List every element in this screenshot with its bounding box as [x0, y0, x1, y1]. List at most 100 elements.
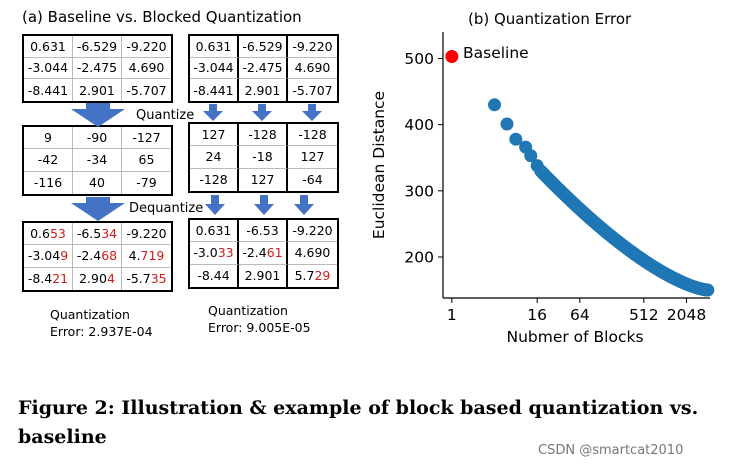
- cell-value-prefix: -6.5: [76, 226, 102, 242]
- blocked-dequantized-matrix: 0.631 -6.53 -9.220 -3.0 33 -2.4 61 4.690 -8.44 2.…: [188, 218, 339, 289]
- matrix-cell: -34: [73, 149, 122, 172]
- matrix-cell: -6.529: [73, 36, 122, 58]
- matrix-cell: 2.90 4: [73, 267, 122, 290]
- cell-value-prefix: 0.631: [195, 223, 232, 239]
- matrix-cell: 127: [239, 168, 288, 191]
- cell-value-prefix: 4.: [128, 248, 141, 264]
- cell-error-digits: 29: [314, 268, 331, 284]
- error-data-point: [488, 98, 502, 112]
- matrix-cell: -18: [239, 146, 288, 169]
- matrix-cell: -2.475: [239, 57, 288, 80]
- matrix-cell: -8.441: [190, 79, 239, 101]
- cell-error-digits: 53: [49, 226, 66, 242]
- matrix-cell: -8.441: [24, 79, 73, 101]
- x-tick-label: 1: [447, 306, 457, 324]
- cell-error-digits: 34: [101, 226, 118, 242]
- cell-value-prefix: -5.7: [126, 271, 151, 287]
- matrix-cell: 127: [288, 146, 337, 169]
- original-matrix-blocked: 0.631 -6.529 -9.220 -3.044 -2.475 4.690 -8.441…: [188, 34, 339, 103]
- cell-error-digits: 9: [60, 248, 69, 264]
- cell-error-digits: 61: [266, 245, 283, 261]
- cell-value-prefix: -3.0: [193, 245, 218, 261]
- matrix-cell: -2.475: [73, 57, 122, 80]
- cell-value-prefix: 4.690: [294, 245, 331, 261]
- matrix-cell: -128: [239, 124, 288, 147]
- cell-error-digits: 33: [217, 245, 234, 261]
- matrix-cell: 127: [190, 124, 239, 147]
- matrix-cell: -127: [122, 127, 171, 150]
- y-tick-label: 300: [404, 182, 434, 200]
- x-tick-label: 512: [629, 306, 659, 324]
- baseline-error-line2: Error: 2.937E-04: [50, 324, 153, 339]
- matrix-cell: -116: [24, 171, 73, 194]
- baseline-dequantized-matrix: 0.6 53 -6.5 34 -9.220 -3.04 9 -2.4 68 4. 719 -8.4 21…: [22, 221, 173, 292]
- dequantize-arrow-block-1: [205, 195, 225, 215]
- error-data-point: [524, 149, 538, 163]
- quantize-arrow-block-3: [302, 104, 322, 121]
- matrix-cell: -3.04 9: [24, 245, 73, 268]
- panel-a-arrows: [71, 103, 322, 221]
- matrix-cell: -5.7 35: [122, 268, 171, 290]
- matrix-cell: -8.44: [190, 264, 239, 287]
- dequantize-arrow-baseline: [71, 197, 125, 221]
- matrix-cell: -8.4 21: [24, 267, 73, 290]
- dequantize-arrow-block-2: [254, 195, 274, 215]
- matrix-cell: -5.707: [126, 82, 167, 98]
- y-tick-label: 200: [404, 248, 434, 266]
- matrix-cell: -9.220: [288, 36, 337, 58]
- error-data-point: [500, 117, 514, 131]
- cell-error-digits: 719: [140, 248, 165, 264]
- matrix-cell: 40: [73, 171, 122, 194]
- matrix-cell: 2.901: [239, 79, 288, 101]
- blocked-error-line2: Error: 9.005E-05: [208, 320, 311, 335]
- quantization-error-chart: 200 300 400 500 1 16 64 512 2048 Baseline Nubme…: [370, 32, 715, 346]
- matrix-cell: -3.044: [190, 57, 239, 80]
- matrix-cell: -5.707: [292, 82, 333, 98]
- matrix-cell: -3.044: [24, 57, 73, 80]
- cell-value-prefix: 5.7: [294, 268, 315, 284]
- cell-value-prefix: -2.4: [242, 245, 267, 261]
- y-tick-label: 500: [404, 50, 434, 68]
- x-axis-label: Nubmer of Blocks: [506, 328, 643, 346]
- matrix-cell: 24: [190, 146, 239, 169]
- matrix-cell: 65: [122, 149, 171, 172]
- baseline-quantized-matrix: 9 -90 -127 -42 -34 65 -116 40 -79: [22, 125, 173, 196]
- matrix-cell: -128: [190, 168, 239, 191]
- matrix-cell: -9.220: [122, 36, 171, 58]
- matrix-cell: 0.631: [190, 36, 239, 58]
- cell-value-prefix: 0.6: [30, 226, 50, 242]
- cell-value-prefix: 2.901: [244, 268, 281, 284]
- x-tick-label: 2048: [667, 306, 706, 324]
- matrix-cell: -42: [24, 149, 73, 172]
- cell-value-prefix: -8.44: [197, 268, 230, 284]
- error-data-point: [701, 283, 715, 297]
- matrix-cell: -9.220: [288, 220, 337, 243]
- cell-error-digits: 68: [101, 248, 118, 264]
- watermark: CSDN @smartcat2010: [538, 443, 684, 458]
- matrix-cell: -128: [288, 124, 337, 147]
- figure-caption: Figure 2: Illustration & example of bloc…: [18, 397, 699, 448]
- matrix-cell: 0.631: [24, 36, 73, 58]
- panel-a-title: (a) Baseline vs. Blocked Quantization: [22, 8, 302, 26]
- matrix-cell: -6.529: [239, 36, 288, 58]
- baseline-error-note: Quantization Error: 2.937E-04: [50, 306, 153, 340]
- baseline-error-line1: Quantization: [50, 307, 130, 322]
- cell-value-prefix: -9.220: [126, 226, 167, 242]
- matrix-cell: 0.631: [190, 220, 239, 243]
- quantize-arrow-block-2: [252, 104, 272, 121]
- cell-value-prefix: -3.04: [27, 248, 61, 264]
- cell-value-prefix: -2.4: [76, 248, 102, 264]
- error-data-point: [509, 132, 523, 146]
- cell-error-digits: 4: [106, 271, 115, 287]
- matrix-cell: 9: [24, 127, 73, 150]
- baseline-point-label: Baseline: [463, 44, 529, 62]
- matrix-cell: -90: [73, 127, 122, 150]
- quantize-arrow-baseline: [71, 103, 125, 127]
- x-tick-label: 16: [527, 306, 547, 324]
- matrix-cell: 4.690: [122, 58, 171, 80]
- dequantize-label: Dequantize: [129, 201, 204, 216]
- cell-value-prefix: 2.90: [79, 271, 107, 287]
- panel-b-title: (b) Quantization Error: [468, 10, 632, 28]
- matrix-cell: -79: [136, 175, 157, 191]
- y-axis-label: Euclidean Distance: [370, 91, 388, 239]
